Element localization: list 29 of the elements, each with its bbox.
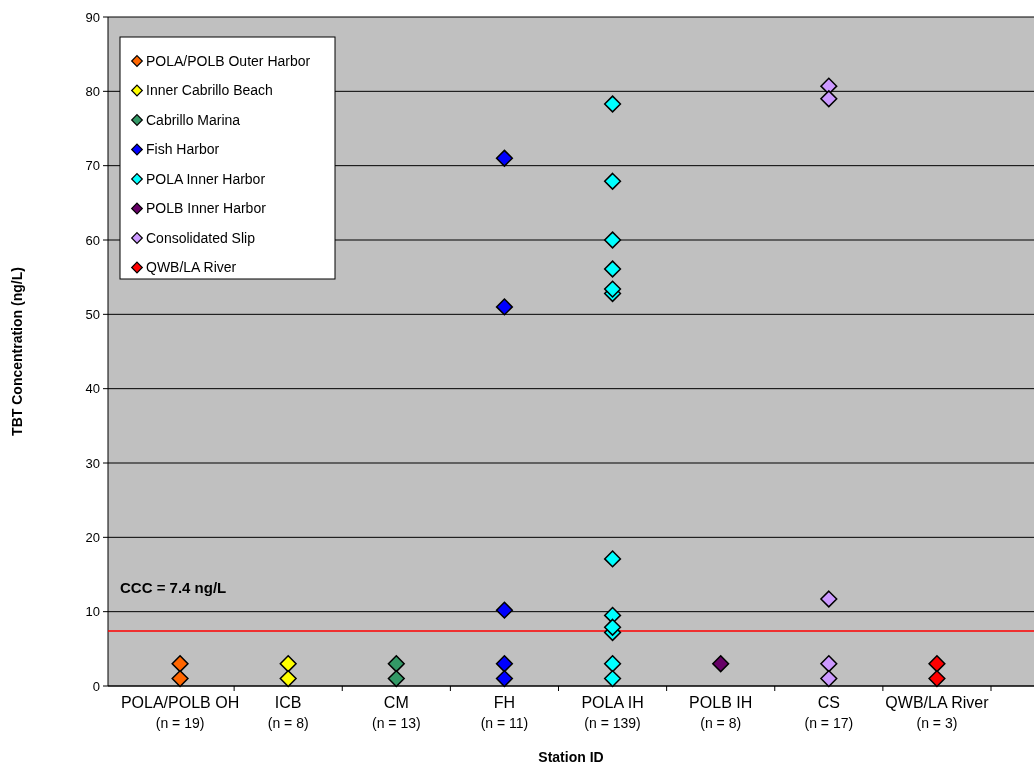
legend-label: QWB/LA River [146, 259, 237, 276]
legend-label: POLA Inner Harbor [146, 170, 266, 187]
legend-label: POLA/POLB Outer Harbor [146, 52, 311, 69]
y-tick-label: 80 [85, 83, 100, 99]
legend-label: Inner Cabrillo Beach [146, 82, 273, 99]
y-tick-label: 40 [85, 381, 100, 397]
x-tick-label: CS (n = 17) [804, 694, 854, 731]
x-tick-label: POLB IH (n = 8) [689, 694, 753, 731]
legend-label: Consolidated Slip [146, 229, 256, 246]
y-tick-label: 60 [85, 232, 100, 248]
y-tick-label: 90 [85, 9, 100, 25]
y-tick-label: 10 [85, 604, 100, 620]
y-tick-label: 30 [85, 455, 100, 471]
y-tick-label: 70 [85, 158, 100, 174]
y-tick-label: 0 [92, 678, 100, 694]
x-tick-label: POLA IH (n = 139) [581, 694, 644, 731]
x-tick-label: CM (n = 13) [371, 694, 421, 731]
legend-label: Fish Harbor [146, 141, 220, 158]
legend-label: POLB Inner Harbor [146, 200, 267, 217]
y-axis-title: TBT Concentration (ng/L) [9, 267, 25, 436]
y-tick-label: 50 [85, 306, 100, 322]
x-axis-title: Station ID [538, 749, 604, 765]
legend-label: Cabrillo Marina [146, 111, 241, 128]
y-tick-label: 20 [85, 529, 100, 545]
x-tick-label: QWB/LA River (n = 3) [885, 694, 990, 731]
x-tick-label: FH (n = 11) [480, 694, 529, 731]
ref-line-label: CCC = 7.4 ng/L [120, 578, 227, 596]
x-tick-label: POLA/POLB OH (n = 19) [120, 694, 240, 731]
x-tick-label: ICB (n = 8) [267, 694, 309, 731]
